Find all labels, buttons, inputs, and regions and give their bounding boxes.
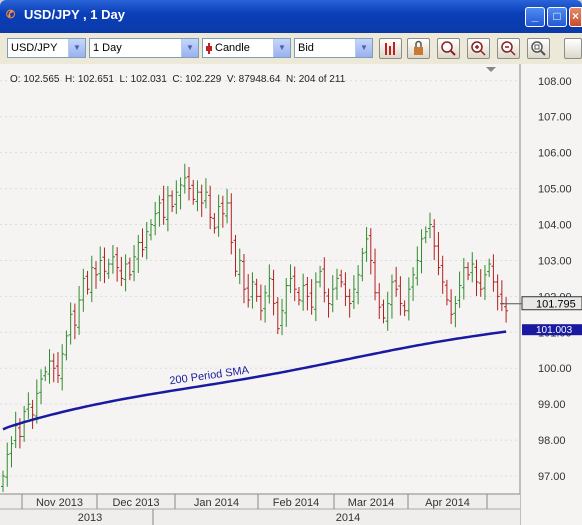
zoom-fit-icon [441, 41, 456, 56]
price-chart[interactable]: 97.0098.0099.00100.00101.00102.00103.001… [0, 64, 582, 525]
minimize-button[interactable]: _ [525, 7, 545, 27]
maximize-button[interactable]: □ [547, 7, 567, 27]
y-tick-label: 106.00 [538, 148, 572, 160]
zoom-reset-button[interactable] [527, 38, 550, 59]
zoom-out-button[interactable] [497, 38, 520, 59]
candle-icon [206, 42, 212, 54]
y-tick-label: 105.00 [538, 184, 572, 196]
year-label: 2014 [336, 512, 360, 524]
toolbar: USD/JPY ▼ 1 Day ▼ Candle ▼ Bid ▼ [0, 33, 582, 65]
chevron-down-icon[interactable]: ▼ [181, 39, 198, 57]
chevron-down-icon[interactable]: ▼ [68, 39, 85, 57]
scroll-marker-icon [486, 67, 496, 72]
zoom-fit-button[interactable] [437, 38, 460, 59]
more-tools-button[interactable] [564, 38, 582, 59]
y-tick-label: 107.00 [538, 112, 572, 124]
price-label: 101.795 [536, 299, 576, 311]
zoom-in-icon [471, 41, 486, 56]
price-type-value: Bid [298, 42, 314, 54]
x-tick-label: Dec 2013 [112, 497, 159, 509]
symbol-select[interactable]: USD/JPY ▼ [7, 38, 86, 58]
y-tick-label: 99.00 [538, 399, 566, 411]
sma-line [2, 330, 507, 431]
chart-type-value: Candle [215, 42, 250, 54]
symbol-value: USD/JPY [11, 42, 58, 54]
x-tick-label: Feb 2014 [273, 497, 319, 509]
y-tick-label: 104.00 [538, 220, 572, 232]
period-value: 1 Day [93, 42, 122, 54]
y-tick-label: 103.00 [538, 255, 572, 267]
x-tick-label: Nov 2013 [36, 497, 83, 509]
x-tick-label: Jan 2014 [194, 497, 239, 509]
title-bar: ✆ USD/JPY , 1 Day _ □ × [0, 0, 582, 33]
x-tick-label: Mar 2014 [348, 497, 394, 509]
lock-button[interactable] [407, 38, 430, 59]
y-tick-label: 97.00 [538, 471, 566, 483]
chevron-down-icon[interactable]: ▼ [355, 39, 372, 57]
zoom-in-button[interactable] [467, 38, 490, 59]
y-tick-label: 108.00 [538, 76, 572, 88]
close-button[interactable]: × [569, 7, 582, 27]
chart-type-select[interactable]: Candle ▼ [202, 38, 291, 58]
chart-settings-icon [385, 42, 395, 55]
zoom-reset-icon [531, 41, 546, 56]
sma-value-label: 101.003 [536, 325, 573, 336]
zoom-out-icon [501, 41, 516, 56]
chart-panel[interactable]: 97.0098.0099.00100.00101.00102.00103.001… [0, 64, 582, 525]
chart-settings-button[interactable] [379, 38, 402, 59]
year-label: 2013 [78, 512, 102, 524]
app-logo-icon: ✆ [6, 9, 16, 21]
window-title: USD/JPY , 1 Day [24, 7, 125, 22]
y-tick-label: 100.00 [538, 363, 572, 375]
lock-icon [414, 40, 423, 55]
price-type-select[interactable]: Bid ▼ [294, 38, 373, 58]
ohlc-info-bar: O: 102.565 H: 102.651 L: 102.031 C: 102.… [10, 74, 346, 85]
y-tick-label: 98.00 [538, 435, 566, 447]
x-tick-label: Apr 2014 [425, 497, 470, 509]
period-select[interactable]: 1 Day ▼ [89, 38, 199, 58]
sma-label-box [522, 324, 582, 336]
chevron-down-icon[interactable]: ▼ [273, 39, 290, 57]
